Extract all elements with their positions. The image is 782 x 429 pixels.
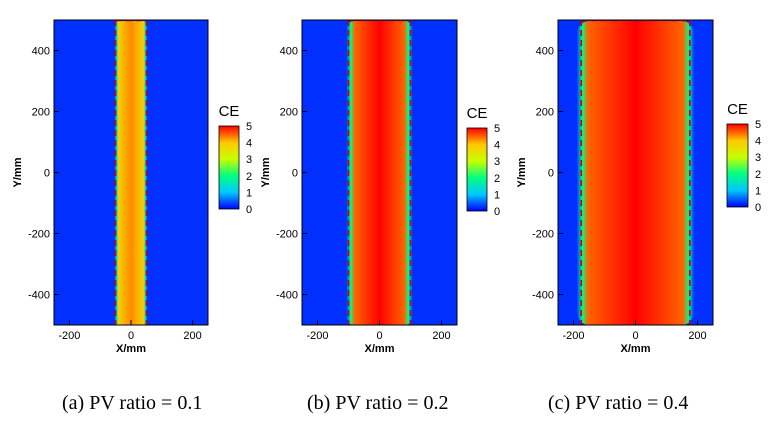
colorbar-label-b: CE xyxy=(467,105,488,122)
colorbar-tick-label-c: 0 xyxy=(755,202,761,214)
colorbar-tick-label-b: 5 xyxy=(494,123,500,135)
colorbar-tick-label-c: 2 xyxy=(755,169,761,181)
colorbar-tick-label-c: 1 xyxy=(755,185,761,197)
y-tick-label-c: -200 xyxy=(532,229,554,241)
panel-c: -200 0 200 -400 -200 0 200 400 X/mm Y/mm CE 0 1 2 3 4 5 xyxy=(516,19,761,355)
colorbar-tick-label-c: 3 xyxy=(755,152,761,164)
y-tick-label-a: 200 xyxy=(32,107,50,119)
y-axis-label-a: Y/mm xyxy=(12,157,24,187)
panel-a: -200 0 200 -400 -200 0 200 400 X/mm Y/mm CE 0 1 2 3 4 5 xyxy=(12,19,252,355)
x-tick-label-c: 0 xyxy=(632,330,638,342)
caption-b: (b) PV ratio = 0.2 xyxy=(307,392,449,414)
y-tick-label-b: -400 xyxy=(276,290,298,302)
panel-b: -200 0 200 -400 -200 0 200 400 X/mm Y/mm CE 0 1 2 3 4 5 xyxy=(260,19,500,355)
y-tick-label-a: -200 xyxy=(28,229,50,241)
x-tick-label-c: -200 xyxy=(562,330,584,342)
colorbar-c xyxy=(726,123,749,208)
x-axis-label-a: X/mm xyxy=(116,343,146,355)
caption-c: (c) PV ratio = 0.4 xyxy=(548,392,689,414)
y-tick-label-a: 400 xyxy=(32,46,50,58)
x-axis-label-b: X/mm xyxy=(365,343,395,355)
y-tick-label-a: -400 xyxy=(28,290,50,302)
colorbar-label-a: CE xyxy=(219,103,240,120)
y-axis-label-b: Y/mm xyxy=(260,157,272,187)
y-axis-label-c: Y/mm xyxy=(516,157,528,187)
colorbar-label-c: CE xyxy=(727,101,748,118)
x-tick-label-a: -200 xyxy=(58,330,80,342)
colorbar-tick-label-b: 2 xyxy=(494,173,500,185)
colorbar-tick-label-b: 1 xyxy=(494,189,500,201)
colorbar-a xyxy=(218,125,240,210)
y-tick-label-c: 0 xyxy=(548,168,554,180)
colorbar-tick-label-a: 4 xyxy=(246,138,252,150)
y-tick-label-c: 400 xyxy=(536,46,554,58)
x-axis-label-c: X/mm xyxy=(621,343,651,355)
y-tick-label-b: -200 xyxy=(276,229,298,241)
x-tick-label-b: 0 xyxy=(376,330,382,342)
colorbar-tick-label-a: 1 xyxy=(246,187,252,199)
y-tick-label-b: 400 xyxy=(280,46,298,58)
colorbar-tick-label-a: 0 xyxy=(246,204,252,216)
x-tick-label-b: 200 xyxy=(432,330,450,342)
y-tick-label-a: 0 xyxy=(44,168,50,180)
ce-band-c xyxy=(577,21,694,325)
colorbar-tick-label-a: 5 xyxy=(246,121,252,133)
y-tick-label-b: 0 xyxy=(292,168,298,180)
x-tick-label-a: 0 xyxy=(128,330,134,342)
y-tick-label-c: -400 xyxy=(532,290,554,302)
x-tick-label-a: 200 xyxy=(183,330,201,342)
colorbar-tick-label-b: 4 xyxy=(494,140,500,152)
caption-a: (a) PV ratio = 0.1 xyxy=(62,392,203,414)
y-tick-label-b: 200 xyxy=(280,107,298,119)
colorbar-tick-label-c: 5 xyxy=(755,119,761,131)
ce-band-b xyxy=(346,21,413,325)
y-tick-label-c: 200 xyxy=(536,107,554,119)
colorbar-tick-label-b: 3 xyxy=(494,156,500,168)
x-tick-label-b: -200 xyxy=(306,330,328,342)
colorbar-tick-label-a: 3 xyxy=(246,154,252,166)
colorbar-tick-label-b: 0 xyxy=(494,206,500,218)
ce-band-a xyxy=(114,21,148,325)
colorbar-b xyxy=(466,127,488,212)
colorbar-tick-label-c: 4 xyxy=(755,136,761,148)
x-tick-label-c: 200 xyxy=(688,330,706,342)
colorbar-tick-label-a: 2 xyxy=(246,171,252,183)
